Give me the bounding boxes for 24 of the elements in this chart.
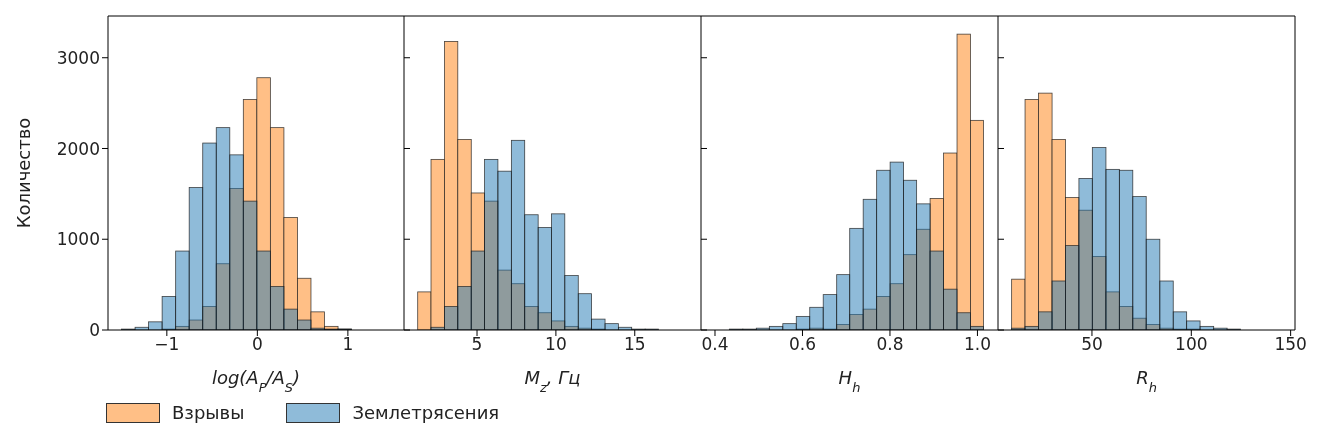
x-tick-label: 50 — [1081, 334, 1103, 355]
x-axis-title: log(A$_{P}$/A$_{S}$) — [211, 367, 301, 395]
legend-label: Землетрясения — [352, 402, 500, 423]
x-axis-title: H$_{h}$ — [838, 367, 861, 395]
x-tick-label: 5 — [471, 334, 483, 355]
y-axis-title: Количество — [13, 117, 34, 229]
x-tick-label: 1.0 — [963, 334, 991, 355]
x-tick-label: 1 — [342, 334, 354, 355]
x-tick-label: 0.8 — [876, 334, 904, 355]
x-axis-title: M$_{z}$, Гц — [524, 367, 581, 395]
x-tick-label: 100 — [1175, 334, 1208, 355]
x-tick-label: 150 — [1274, 334, 1307, 355]
x-tick-label: −1 — [154, 334, 180, 355]
x-tick-label: 0.6 — [788, 334, 816, 355]
x-tick-label: 0 — [251, 334, 263, 355]
y-tick-label: 1000 — [56, 229, 100, 250]
x-axis-title: R$_{h}$ — [1136, 367, 1157, 395]
x-tick-label: 0.4 — [701, 334, 729, 355]
legend-label: Взрывы — [172, 402, 245, 423]
y-tick-label: 0 — [89, 320, 100, 341]
y-tick-label: 2000 — [56, 138, 100, 159]
y-tick-label: 3000 — [56, 47, 100, 68]
x-tick-label: 10 — [545, 334, 567, 355]
x-tick-label: 15 — [623, 334, 646, 355]
